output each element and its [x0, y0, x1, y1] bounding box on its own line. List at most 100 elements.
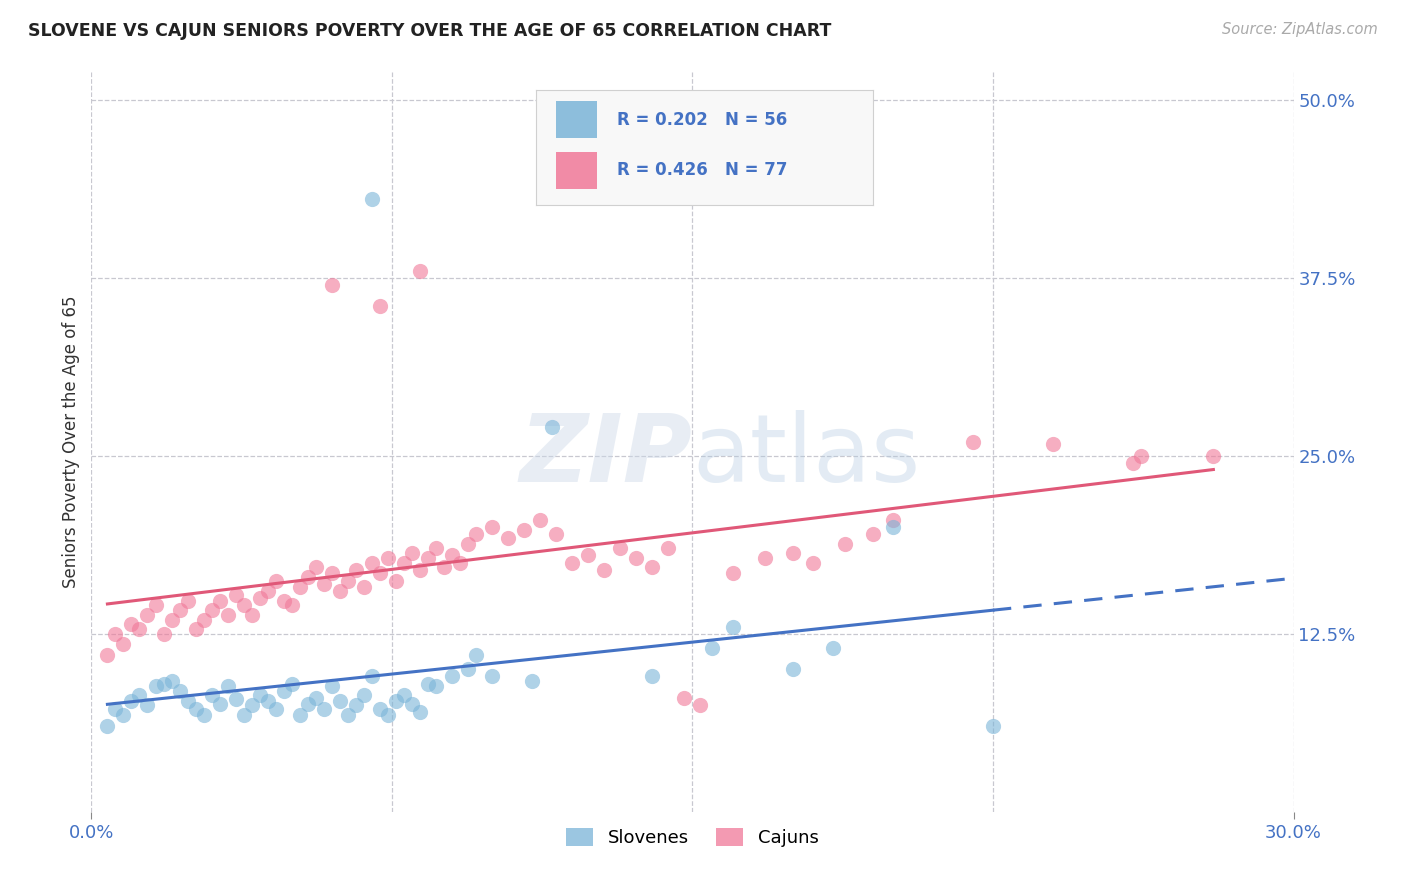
Point — [344, 698, 367, 712]
Point — [312, 577, 335, 591]
Point — [256, 584, 278, 599]
Point — [344, 563, 367, 577]
Point — [353, 688, 375, 702]
Text: SLOVENE VS CAJUN SENIORS POVERTY OVER THE AGE OF 65 CORRELATION CHART: SLOVENE VS CAJUN SENIORS POVERTY OVER TH… — [28, 22, 831, 40]
Point — [305, 559, 328, 574]
Point — [193, 613, 215, 627]
Point — [513, 523, 536, 537]
Point — [281, 599, 304, 613]
Point — [425, 541, 447, 556]
Point — [481, 520, 503, 534]
Point — [321, 566, 343, 580]
Point — [409, 705, 432, 719]
Point — [1130, 449, 1153, 463]
Point — [561, 556, 583, 570]
Point — [449, 556, 471, 570]
Point — [385, 694, 408, 708]
Point — [673, 690, 696, 705]
Point — [184, 702, 207, 716]
Point — [529, 513, 551, 527]
Point — [626, 551, 648, 566]
Point — [264, 574, 287, 588]
Point — [409, 563, 432, 577]
Point — [522, 673, 544, 688]
Point — [862, 527, 884, 541]
Point — [541, 420, 564, 434]
Point — [136, 608, 159, 623]
Point — [329, 694, 352, 708]
Point — [152, 626, 174, 640]
Text: Source: ZipAtlas.com: Source: ZipAtlas.com — [1222, 22, 1378, 37]
Point — [201, 688, 224, 702]
Point — [136, 698, 159, 712]
Point — [128, 688, 150, 702]
Point — [882, 520, 904, 534]
Point — [496, 532, 519, 546]
Point — [96, 719, 118, 733]
Point — [312, 702, 335, 716]
Point — [481, 669, 503, 683]
Point — [360, 669, 382, 683]
Point — [721, 619, 744, 633]
Point — [249, 591, 271, 606]
Point — [465, 648, 488, 662]
Point — [981, 719, 1004, 733]
Point — [249, 688, 271, 702]
Text: ZIP: ZIP — [520, 410, 692, 502]
Point — [782, 546, 804, 560]
Point — [336, 574, 359, 588]
Point — [416, 676, 439, 690]
Point — [329, 584, 352, 599]
Point — [821, 640, 844, 655]
Point — [834, 537, 856, 551]
Point — [609, 541, 631, 556]
Point — [288, 580, 311, 594]
Point — [240, 608, 263, 623]
Point — [217, 680, 239, 694]
Point — [641, 669, 664, 683]
Point — [152, 676, 174, 690]
Point — [104, 702, 127, 716]
Point — [782, 662, 804, 676]
Point — [576, 549, 599, 563]
Point — [193, 707, 215, 722]
Point — [273, 594, 295, 608]
Point — [217, 608, 239, 623]
Point — [377, 551, 399, 566]
Point — [232, 599, 254, 613]
Point — [440, 549, 463, 563]
Point — [297, 570, 319, 584]
Point — [160, 613, 183, 627]
Point — [112, 637, 135, 651]
Point — [176, 694, 198, 708]
Y-axis label: Seniors Poverty Over the Age of 65: Seniors Poverty Over the Age of 65 — [62, 295, 80, 588]
Point — [882, 513, 904, 527]
Point — [465, 527, 488, 541]
Point — [425, 680, 447, 694]
Point — [801, 556, 824, 570]
Point — [96, 648, 118, 662]
Point — [360, 556, 382, 570]
Point — [104, 626, 127, 640]
Point — [1202, 449, 1225, 463]
Point — [440, 669, 463, 683]
Point — [401, 697, 423, 711]
Point — [208, 697, 231, 711]
Point — [702, 640, 724, 655]
Point — [368, 566, 391, 580]
Point — [721, 566, 744, 580]
Point — [457, 537, 479, 551]
Point — [121, 694, 143, 708]
Legend: Slovenes, Cajuns: Slovenes, Cajuns — [560, 821, 825, 855]
Point — [360, 193, 382, 207]
Point — [1122, 456, 1144, 470]
Point — [169, 683, 191, 698]
Point — [128, 623, 150, 637]
Point — [273, 683, 295, 698]
Point — [121, 616, 143, 631]
Point — [353, 580, 375, 594]
Point — [160, 673, 183, 688]
Point — [184, 623, 207, 637]
Point — [593, 563, 616, 577]
Point — [689, 698, 711, 712]
